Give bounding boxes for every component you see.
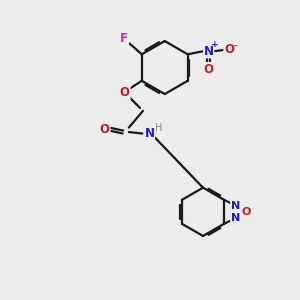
Text: O: O bbox=[241, 207, 251, 217]
Text: N: N bbox=[144, 127, 154, 140]
Text: O: O bbox=[224, 44, 234, 56]
Text: N: N bbox=[204, 45, 214, 58]
Text: O: O bbox=[120, 86, 130, 99]
Text: N: N bbox=[231, 213, 240, 223]
Text: O: O bbox=[204, 62, 214, 76]
Text: +: + bbox=[211, 40, 219, 50]
Text: O: O bbox=[100, 123, 110, 136]
Text: ⁻: ⁻ bbox=[233, 44, 238, 53]
Text: H: H bbox=[154, 123, 162, 133]
Text: N: N bbox=[231, 201, 240, 211]
Text: F: F bbox=[120, 32, 128, 45]
